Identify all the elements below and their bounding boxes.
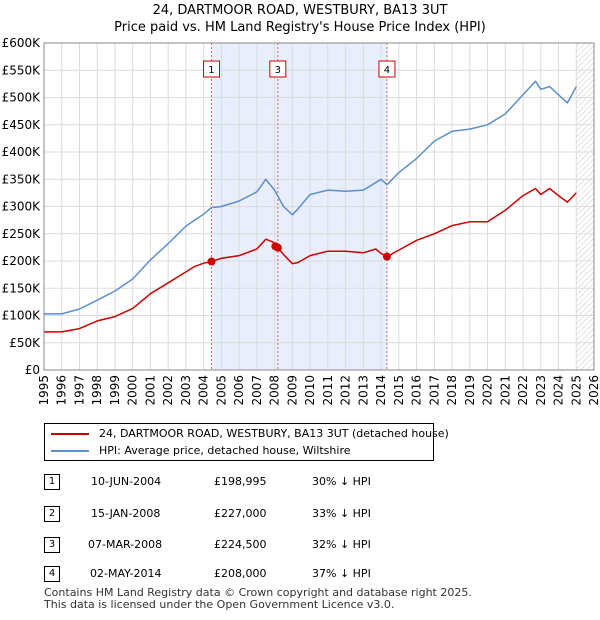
x-tick-label: 2005 <box>214 375 228 406</box>
x-tick-label: 1997 <box>72 375 86 406</box>
sale-price: £198,995 <box>214 475 267 488</box>
x-tick-label: 2001 <box>143 375 157 406</box>
sale-point <box>382 252 391 261</box>
series-line <box>44 187 577 333</box>
y-tick-label: £400K <box>2 145 42 159</box>
chart-subtitle: Price paid vs. HM Land Registry's House … <box>114 20 486 35</box>
y-tick-label: £300K <box>2 200 42 214</box>
y-tick-label: £600K <box>2 36 42 50</box>
footer-line-licence: This data is licensed under the Open Gov… <box>44 598 395 611</box>
sale-point <box>207 257 216 266</box>
sale-hpi-diff: 33% ↓ HPI <box>312 507 371 520</box>
y-tick-label: £550K <box>2 63 42 77</box>
sale-point <box>273 243 282 252</box>
sale-date: 10-JUN-2004 <box>91 475 162 488</box>
y-tick-label: £0 <box>25 363 40 377</box>
sale-number-badge: 4 <box>44 566 60 582</box>
x-tick-label: 2007 <box>250 375 264 406</box>
x-tick-label: 1996 <box>55 375 69 406</box>
sale-hpi-diff: 37% ↓ HPI <box>312 567 371 580</box>
series-line <box>44 80 577 315</box>
x-tick-label: 2009 <box>285 375 299 406</box>
x-tick-label: 1998 <box>90 375 104 406</box>
x-tick-label: 2016 <box>410 375 424 406</box>
chart-title: 24, DARTMOOR ROAD, WESTBURY, BA13 3UT <box>152 3 448 18</box>
y-tick-label: £100K <box>2 309 42 323</box>
footer-line-copyright: Contains HM Land Registry data © Crown c… <box>44 586 472 599</box>
y-tick-label: £50K <box>9 336 41 350</box>
x-tick-label: 1995 <box>37 375 51 406</box>
x-tick-label: 2006 <box>232 375 246 406</box>
legend-item-property: 24, DARTMOOR ROAD, WESTBURY, BA13 3UT (d… <box>51 426 449 442</box>
x-tick-label: 2003 <box>179 375 193 406</box>
y-tick-label: £250K <box>2 227 42 241</box>
x-tick-label: 2024 <box>552 375 566 406</box>
x-tick-label: 2015 <box>392 375 406 406</box>
sale-hpi-diff: 30% ↓ HPI <box>312 475 371 488</box>
y-tick-label: £200K <box>2 254 42 268</box>
x-tick-label: 2025 <box>569 375 583 406</box>
sale-price: £224,500 <box>214 538 267 551</box>
sale-date: 15-JAN-2008 <box>91 507 161 520</box>
x-tick-label: 2018 <box>445 375 459 406</box>
sale-price: £208,000 <box>214 567 267 580</box>
annotation-box <box>378 60 396 78</box>
legend-swatch-hpi <box>51 450 89 452</box>
x-tick-label: 2017 <box>427 375 441 406</box>
annotation-box <box>269 60 287 78</box>
footer-attribution: Contains HM Land Registry data © Crown c… <box>44 587 472 611</box>
x-tick-label: 2023 <box>534 375 548 406</box>
annotation-label: 4 <box>384 65 390 76</box>
x-tick-label: 2012 <box>339 375 353 406</box>
annotation-box <box>202 60 220 78</box>
x-tick-label: 2002 <box>161 375 175 406</box>
y-tick-label: £450K <box>2 118 42 132</box>
sale-number-badge: 1 <box>44 474 60 490</box>
x-tick-label: 2008 <box>268 375 282 406</box>
sale-number-badge: 3 <box>44 537 60 553</box>
x-tick-label: 2004 <box>197 375 211 406</box>
x-tick-label: 2020 <box>481 375 495 406</box>
x-tick-label: 2019 <box>463 375 477 406</box>
x-tick-label: 1999 <box>108 375 122 406</box>
sale-number-badge: 2 <box>44 506 60 522</box>
x-tick-label: 2010 <box>303 375 317 406</box>
price-chart: £0 £50K £100K £150K £200K £250K £300K £350K £400… <box>2 36 600 406</box>
sale-date: 02-MAY-2014 <box>90 567 162 580</box>
plot-frame <box>43 42 595 371</box>
annotation-label: 1 <box>208 65 214 76</box>
sale-price: £227,000 <box>214 507 267 520</box>
x-tick-label: 2011 <box>321 375 335 406</box>
sale-hpi-diff: 32% ↓ HPI <box>312 538 371 551</box>
chart-legend: 24, DARTMOOR ROAD, WESTBURY, BA13 3UT (d… <box>44 423 449 461</box>
annotation-label: 3 <box>275 65 281 76</box>
legend-item-hpi: HPI: Average price, detached house, Wilt… <box>51 443 351 459</box>
y-tick-label: £500K <box>2 91 42 105</box>
x-tick-label: 2022 <box>516 375 530 406</box>
sale-date: 07-MAR-2008 <box>88 538 163 551</box>
x-tick-label: 2013 <box>356 375 370 406</box>
x-tick-label: 2026 <box>587 375 600 406</box>
x-tick-label: 2000 <box>126 375 140 406</box>
legend-label-hpi: HPI: Average price, detached house, Wilt… <box>99 444 351 457</box>
y-tick-label: £350K <box>2 172 42 186</box>
x-tick-label: 2021 <box>498 375 512 406</box>
x-tick-label: 2014 <box>374 375 388 406</box>
y-tick-label: £150K <box>2 281 42 295</box>
legend-swatch-property <box>51 433 89 435</box>
legend-label-property: 24, DARTMOOR ROAD, WESTBURY, BA13 3UT (d… <box>99 427 449 440</box>
